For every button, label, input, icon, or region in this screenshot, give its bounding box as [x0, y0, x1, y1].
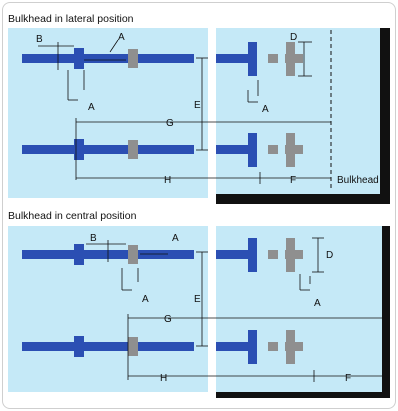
- top-right-water: [216, 28, 388, 198]
- bottom-pipe-2-flange: [74, 336, 84, 357]
- top-label-f: F: [290, 175, 296, 186]
- bottom-label-h: H: [160, 373, 167, 384]
- top-label-e: E: [194, 100, 201, 111]
- bottom-label-d: D: [326, 250, 333, 261]
- top-wall: [380, 28, 390, 204]
- bottom-pipe-2-bulkhead: [248, 330, 257, 364]
- bottom-wall: [382, 226, 390, 398]
- bottom-pipe-1-bulkhead: [248, 238, 257, 272]
- bottom-label-e: E: [194, 294, 201, 305]
- top-grey-stub: [268, 54, 278, 63]
- top-label-a2: A: [88, 102, 95, 113]
- bottom-pipe-2-left: [22, 342, 194, 351]
- bottom-grey-stub: [268, 250, 278, 259]
- top-pipe-1-grey-flange: [128, 49, 138, 68]
- top-grey-t-v: [286, 42, 295, 76]
- bottom-label-a3: A: [314, 298, 321, 309]
- bottom-label-a2: A: [142, 294, 149, 305]
- top-label-d: D: [290, 32, 297, 43]
- top-pipe-2-grey-flange: [128, 140, 138, 159]
- bottom-heading: Bulkhead in central position: [8, 210, 137, 222]
- top-label-h: H: [164, 175, 171, 186]
- top-label-a1: A: [118, 32, 125, 43]
- top-label-bulkhead: Bulkhead: [337, 175, 379, 186]
- top-floor: [216, 194, 390, 204]
- top-pipe-1-left: [22, 54, 194, 63]
- bottom-floor: [216, 392, 390, 398]
- top-label-b: B: [36, 34, 43, 45]
- top-dimensions: [38, 39, 331, 184]
- top-pipe-1-bulkhead: [248, 42, 257, 76]
- bottom-grey-t-v: [286, 238, 295, 272]
- top-pipe-2-flange: [74, 139, 84, 160]
- top-left-water: [8, 28, 208, 198]
- top-pipe-2-bulkhead: [248, 133, 257, 167]
- bottom-dimensions: [86, 237, 382, 382]
- bottom-label-f: F: [345, 373, 351, 384]
- bottom-pipe-1-right: [216, 250, 250, 259]
- top-pipe-1-right: [216, 54, 250, 63]
- bottom-label-a1: A: [172, 233, 179, 244]
- top-grey-stub-2: [268, 145, 278, 154]
- bottom-pipe-2-right: [216, 342, 250, 351]
- top-heading: Bulkhead in lateral position: [8, 13, 134, 25]
- bottom-pipe-1-flange: [74, 244, 84, 265]
- top-pipe-2-left: [22, 145, 194, 154]
- bottom-label-b: B: [90, 233, 97, 244]
- top-label-g: G: [166, 118, 174, 129]
- top-pipe-1-flange: [74, 48, 84, 69]
- bottom-label-g: G: [164, 314, 172, 325]
- top-grey-t-v-2: [286, 133, 295, 167]
- bottom-grey-stub-2: [268, 342, 278, 351]
- bottom-pipe-2-grey-flange: [128, 337, 138, 356]
- top-label-a3: A: [262, 104, 269, 115]
- bottom-grey-t-v-2: [286, 330, 295, 364]
- bottom-pipe-1-grey-flange: [128, 245, 138, 264]
- top-pipe-2-right: [216, 145, 250, 154]
